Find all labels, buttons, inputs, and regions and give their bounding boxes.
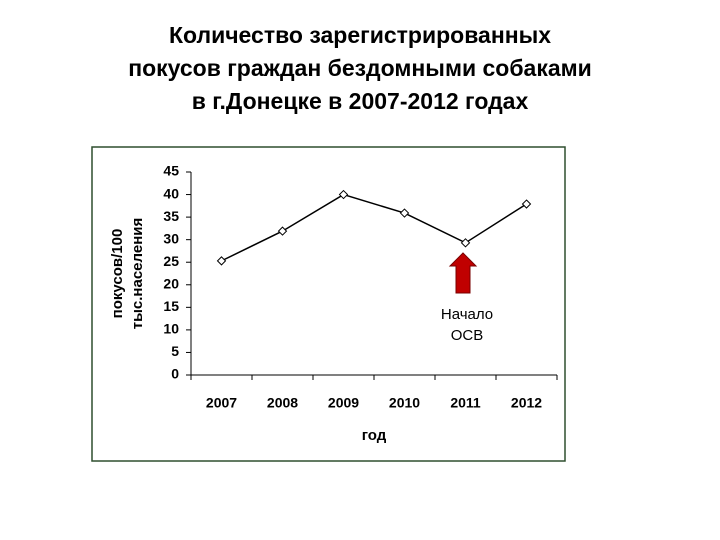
data-point: [399, 208, 410, 218]
annotation: Начало: [441, 306, 493, 323]
x-tick-label: 2012: [511, 395, 542, 411]
chart-title: покусов граждан бездомными собаками: [128, 55, 592, 81]
y-tick-label: 20: [163, 275, 179, 291]
arrow: [448, 252, 478, 294]
x-tick-label: 2010: [389, 395, 420, 411]
y-axis-label: тыс.населения: [129, 218, 146, 329]
y-tick-label: 30: [163, 230, 179, 246]
data-point: [460, 238, 471, 248]
x-tick-label: 2011: [450, 395, 481, 411]
y-axis-label: покусов/100: [109, 229, 126, 319]
y-tick-label: 45: [163, 163, 179, 179]
data-point: [338, 189, 349, 200]
y-tick-label: 0: [171, 366, 179, 382]
x-tick-label: 2009: [328, 395, 359, 411]
x-axis-label: год: [362, 427, 387, 444]
y-tick-label: 15: [163, 298, 179, 314]
y-tick-label: 5: [171, 343, 179, 359]
chart-frame: [91, 146, 566, 462]
y-tick-label: 35: [163, 208, 179, 224]
y-tick-label: 25: [163, 253, 179, 269]
data-line: [221, 193, 527, 262]
annotation: ОСВ: [451, 327, 484, 344]
data-point: [216, 256, 227, 266]
chart-title: Количество зарегистрированных: [169, 22, 551, 48]
x-tick-label: 2007: [206, 395, 237, 411]
data-point: [521, 199, 532, 209]
y-tick-label: 40: [163, 185, 179, 201]
data-point: [277, 226, 288, 236]
chart-title: в г.Донецке в 2007-2012 годах: [192, 88, 529, 114]
x-tick-label: 2008: [267, 395, 298, 411]
y-tick-label: 10: [163, 321, 179, 337]
